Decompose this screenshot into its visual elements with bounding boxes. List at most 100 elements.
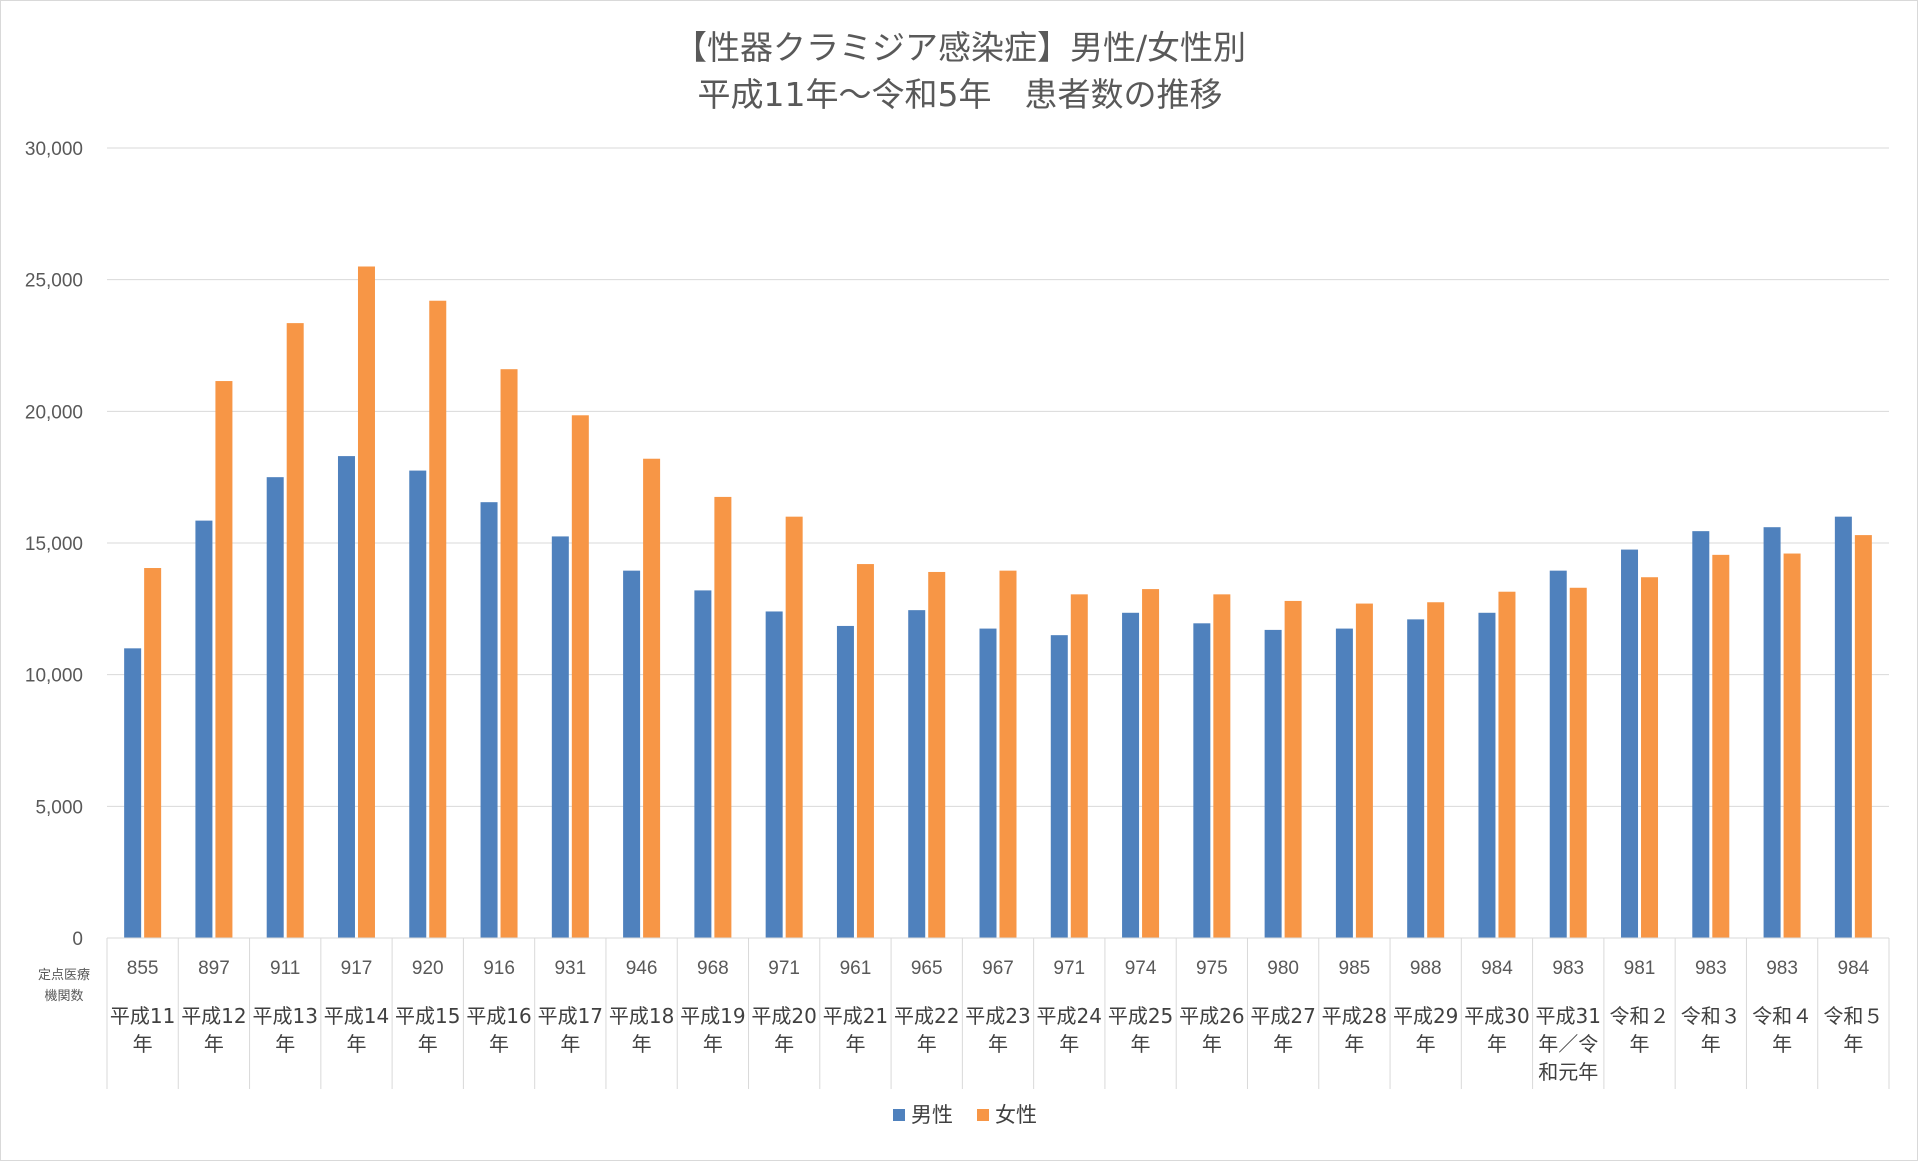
category-label: 年	[133, 1032, 153, 1056]
facility-count: 983	[1695, 958, 1727, 979]
category-label: 年	[346, 1032, 366, 1056]
legend-swatch	[893, 1109, 905, 1121]
category-label: 平成26	[1179, 1004, 1244, 1028]
facility-count: 961	[840, 958, 872, 979]
facility-count: 975	[1196, 958, 1228, 979]
facility-count: 988	[1410, 958, 1442, 979]
category-label: 平成11	[110, 1004, 175, 1028]
bar-male	[836, 625, 854, 938]
bar-female	[357, 266, 375, 938]
facility-count: 983	[1766, 958, 1798, 979]
bar-male	[1621, 549, 1639, 938]
bar-female	[1427, 602, 1445, 938]
category-label: 平成28	[1322, 1004, 1387, 1028]
bar-female	[1213, 594, 1231, 938]
category-label: 年	[1416, 1032, 1436, 1056]
category-label: 令和４	[1752, 1004, 1812, 1028]
category-label: 年	[845, 1032, 865, 1056]
bar-female	[999, 570, 1017, 938]
category-label: 年	[1273, 1032, 1293, 1056]
bar-male	[623, 570, 641, 938]
category-label: 年	[774, 1032, 794, 1056]
category-label: 平成15	[395, 1004, 460, 1028]
bar-male	[1407, 619, 1425, 938]
facility-count: 931	[554, 958, 586, 979]
facility-count: 983	[1552, 958, 1584, 979]
category-label: 平成31	[1536, 1004, 1601, 1028]
category-label: 年	[1487, 1032, 1507, 1056]
facility-count: 985	[1339, 958, 1371, 979]
category-label: 平成21	[823, 1004, 888, 1028]
bar-male	[1264, 629, 1282, 938]
bar-female	[856, 564, 874, 938]
facility-count: 971	[1053, 958, 1085, 979]
facility-count: 916	[483, 958, 515, 979]
bar-female	[1712, 554, 1730, 938]
category-label: 年	[703, 1032, 723, 1056]
category-label: 平成22	[894, 1004, 959, 1028]
category-label: 年	[1131, 1032, 1151, 1056]
category-label: 平成20	[751, 1004, 816, 1028]
bar-male	[124, 648, 142, 938]
bar-female	[714, 496, 732, 938]
legend: 男性 女性	[893, 1103, 1037, 1127]
category-label: 平成16	[466, 1004, 531, 1028]
facility-count: 855	[127, 958, 159, 979]
category-label: 平成19	[680, 1004, 745, 1028]
category-label: 和元年	[1538, 1060, 1598, 1084]
category-label: 平成30	[1464, 1004, 1529, 1028]
facility-count: 980	[1267, 958, 1299, 979]
bars	[124, 266, 1872, 938]
bar-male	[1549, 570, 1567, 938]
category-label: 平成27	[1250, 1004, 1315, 1028]
facility-row-label-line: 機関数	[44, 989, 83, 1004]
bar-male	[480, 502, 498, 938]
category-label: 令和５	[1823, 1004, 1883, 1028]
bar-male	[1692, 531, 1710, 938]
category-label: 令和３	[1681, 1004, 1741, 1028]
bar-male	[266, 477, 284, 938]
bar-female	[928, 571, 946, 938]
bar-female	[500, 369, 518, 938]
y-tick-label: 5,000	[35, 797, 83, 818]
bar-female	[286, 323, 304, 938]
bar-female	[1070, 594, 1088, 938]
facility-count: 971	[768, 958, 800, 979]
y-tick-label: 20,000	[25, 402, 83, 423]
bar-male	[979, 628, 997, 938]
bar-female	[785, 516, 803, 938]
category-label: 年	[1059, 1032, 1079, 1056]
bar-female	[1284, 600, 1302, 938]
category-label: 平成29	[1393, 1004, 1458, 1028]
y-tick-label: 10,000	[25, 666, 83, 687]
bar-male	[1335, 628, 1353, 938]
category-label: 年	[560, 1032, 580, 1056]
category-label: 平成24	[1037, 1004, 1102, 1028]
facility-count: 984	[1838, 958, 1870, 979]
bar-male	[551, 536, 569, 938]
category-label: 平成25	[1108, 1004, 1173, 1028]
category-label: 年	[418, 1032, 438, 1056]
category-label: 年	[275, 1032, 295, 1056]
bar-female	[643, 458, 661, 938]
category-label: 平成14	[324, 1004, 389, 1028]
category-label: 年	[1843, 1032, 1863, 1056]
facility-count: 974	[1125, 958, 1157, 979]
axes: 0 5,000 10,000 15,000 20,000 25,000 30,000	[25, 139, 1889, 950]
category-label: 年／令	[1538, 1032, 1598, 1056]
y-tick-label: 30,000	[25, 139, 83, 160]
facility-count: 967	[982, 958, 1014, 979]
chart-title-line-1: 【性器クラミジア感染症】男性/女性別	[674, 28, 1246, 67]
bar-female	[1142, 589, 1160, 938]
bar-male	[1050, 635, 1068, 938]
category-label: 年	[204, 1032, 224, 1056]
facility-count: 917	[341, 958, 373, 979]
bar-male	[1763, 527, 1781, 938]
category-label: 平成17	[538, 1004, 603, 1028]
bar-male	[694, 590, 712, 938]
category-label: 年	[632, 1032, 652, 1056]
bar-female	[1641, 577, 1659, 938]
facility-count: 984	[1481, 958, 1513, 979]
bar-male	[337, 456, 355, 938]
